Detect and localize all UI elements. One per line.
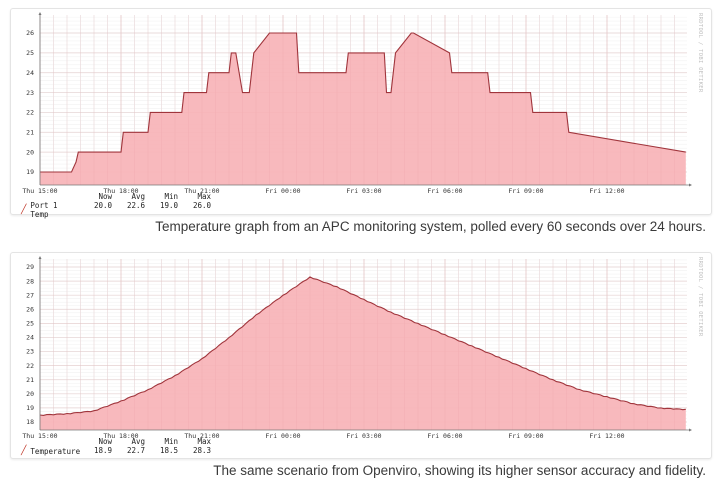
legend-header-max: Max [197,437,211,446]
legend-series-name: Port 1 Temp [30,201,58,219]
y-tick-label: 26 [26,29,34,37]
y-tick-label: 25 [26,320,34,328]
apc-temperature-chart: 19 20 21 22 23 24 25 26 Thu 15:00 Thu 18:00 Thu 21… [22,12,692,195]
y-tick-label: 21 [26,376,34,384]
legend-series-name: Temperature [30,446,81,456]
openviro-temperature-chart: 18 19 20 21 22 23 24 25 26 27 28 29 Thu 15:00 Thu 18:… [22,256,692,440]
x-tick-label: Fri 03:00 [346,432,381,440]
series-swatch-icon: ╱ [21,205,27,215]
y-tick-label: 23 [26,89,34,97]
x-tick-label: Fri 00:00 [265,432,300,440]
series-area [40,33,686,185]
legend-header-now: Now [98,437,112,446]
y-axis-arrow-icon [38,12,42,15]
x-tick-label: Fri 03:00 [346,187,381,195]
x-tick-label: Fri 09:00 [508,187,543,195]
x-tick-label: Thu 15:00 [22,432,57,440]
y-tick-label: 29 [26,263,34,271]
legend-max: 28.3 [192,446,211,455]
x-tick-label: Thu 15:00 [22,187,57,195]
series-line [40,32,686,173]
y-tick-label: 27 [26,291,34,299]
x-tick-label: Thu 18:00 [103,187,138,195]
x-tick-label: Fri 06:00 [427,432,462,440]
y-tick-label: 28 [26,277,34,285]
x-tick-label: Thu 18:00 [103,432,138,440]
x-tick-label: Fri 09:00 [508,432,543,440]
x-tick-label: Fri 06:00 [427,187,462,195]
y-tick-label: 18 [26,418,34,426]
legend-header-min: Min [164,437,178,446]
rrdtool-watermark: RRDTOOL / TOBI OETIKER [697,13,703,93]
y-tick-label: 19 [26,404,34,412]
y-tick-label: 26 [26,305,34,313]
x-axis-arrow-icon [689,183,692,187]
x-tick-label: Fri 12:00 [589,432,624,440]
legend-min: 18.5 [159,446,178,455]
y-tick-label: 22 [26,362,34,370]
x-tick-label: Thu 21:00 [184,432,219,440]
legend-header-max: Max [197,192,211,201]
x-tick-label: Thu 21:00 [184,187,219,195]
y-tick-label: 20 [26,148,34,156]
chart-legend: Now Avg Min Max ╱ Port 1 Temp 20.0 22.6 1… [21,192,211,219]
caption-apc: Temperature graph from an APC monitoring… [155,219,706,234]
y-tick-label: 20 [26,390,34,398]
legend-avg: 22.7 [126,446,145,455]
legend-header-now: Now [98,192,112,201]
y-tick-label: 22 [26,109,34,117]
legend-header-avg: Avg [131,192,145,201]
series-area [40,276,686,430]
legend-header-avg: Avg [131,437,145,446]
y-tick-label: 24 [26,69,34,77]
y-tick-label: 24 [26,334,34,342]
legend-min: 19.0 [159,201,178,210]
legend-max: 26.0 [192,201,211,210]
caption-openviro: The same scenario from Openviro, showing… [213,463,706,478]
legend-header-min: Min [164,192,178,201]
legend-avg: 22.6 [126,201,145,210]
y-tick-label: 19 [26,168,34,176]
series-line [39,276,686,416]
legend-now: 20.0 [93,201,112,210]
chart-panel-apc: 19 20 21 22 23 24 25 26 Thu 15:00 Thu 18:00 Thu 21… [10,8,712,219]
legend-now: 18.9 [93,446,112,455]
series-swatch-icon: ╱ [21,446,27,456]
x-tick-label: Fri 00:00 [265,187,300,195]
chart-panel-openviro: 18 19 20 21 22 23 24 25 26 27 28 29 Thu 15:00 Thu 18:… [10,252,712,459]
rrdtool-watermark: RRDTOOL / TOBI OETIKER [697,257,703,337]
y-tick-label: 21 [26,128,34,136]
y-tick-label: 25 [26,49,34,57]
y-axis-arrow-icon [38,256,42,259]
x-axis-arrow-icon [689,428,692,432]
y-tick-label: 23 [26,348,34,356]
chart-legend: Now Avg Min Max ╱ Temperature 18.9 22.7 1… [21,437,211,456]
x-tick-label: Fri 12:00 [589,187,624,195]
